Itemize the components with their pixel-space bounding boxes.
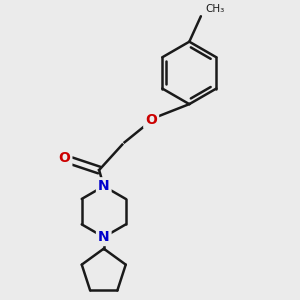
Text: N: N	[98, 230, 109, 244]
Text: O: O	[145, 113, 157, 127]
Text: CH₃: CH₃	[206, 4, 225, 14]
Text: O: O	[58, 152, 70, 166]
Text: N: N	[98, 179, 109, 193]
